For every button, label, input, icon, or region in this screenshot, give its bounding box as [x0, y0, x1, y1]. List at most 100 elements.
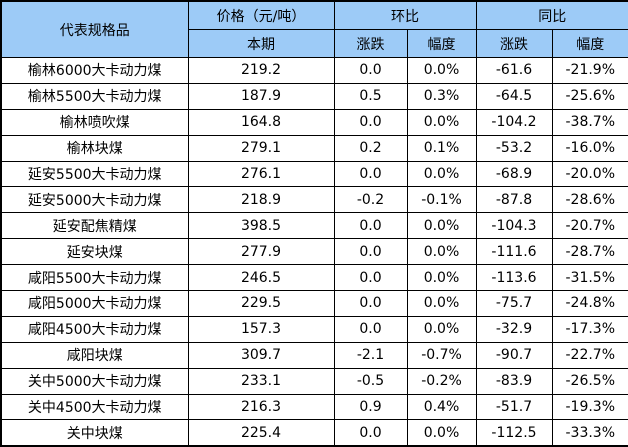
price-cell: 279.1: [187, 134, 335, 162]
mom-rate-cell: -0.1%: [406, 186, 477, 214]
mom-change-cell: 0.0: [333, 108, 408, 136]
mom-rate-cell: -0.2%: [406, 367, 477, 395]
table-row: 延安5000大卡动力煤 218.9 -0.2 -0.1% -87.8 -28.6%: [0, 186, 628, 214]
yoy-rate-cell: -20.0%: [551, 160, 628, 188]
header-sub-mom-change: 涨跌: [333, 29, 408, 58]
yoy-change-cell: -111.6: [475, 238, 553, 266]
mom-change-cell: -0.2: [333, 186, 408, 214]
mom-change-cell: 0.9: [333, 393, 408, 421]
mom-rate-cell: 0.1%: [406, 134, 477, 162]
table-row: 咸阳5500大卡动力煤 246.5 0.0 0.0% -113.6 -31.5%: [0, 264, 628, 292]
header-mom-group: 环比: [333, 0, 477, 30]
product-name-cell: 关中块煤: [0, 419, 189, 447]
yoy-change-cell: -32.9: [475, 315, 553, 343]
price-cell: 225.4: [187, 419, 335, 447]
table-row: 咸阳块煤 309.7 -2.1 -0.7% -90.7 -22.7%: [0, 341, 628, 369]
product-name-cell: 榆林6000大卡动力煤: [0, 57, 189, 84]
yoy-change-cell: -83.9: [475, 367, 553, 395]
yoy-change-cell: -104.2: [475, 108, 553, 136]
table-row: 榆林6000大卡动力煤 219.2 0.0 0.0% -61.6 -21.9%: [0, 57, 628, 84]
yoy-rate-cell: -28.6%: [551, 186, 628, 214]
mom-rate-cell: 0.4%: [406, 393, 477, 421]
mom-rate-cell: 0.0%: [406, 315, 477, 343]
product-name-cell: 关中4500大卡动力煤: [0, 393, 189, 421]
yoy-change-cell: -90.7: [475, 341, 553, 369]
product-name-cell: 榆林5500大卡动力煤: [0, 82, 189, 110]
mom-change-cell: 0.0: [333, 212, 408, 240]
mom-change-cell: 0.0: [333, 315, 408, 343]
mom-change-cell: 0.0: [333, 160, 408, 188]
yoy-change-cell: -112.5: [475, 419, 553, 447]
mom-rate-cell: 0.0%: [406, 238, 477, 266]
mom-change-cell: 0.0: [333, 238, 408, 266]
header-row-subs: 本期 涨跌 幅度 涨跌 幅度: [1, 29, 628, 58]
header-yoy-group: 同比: [475, 0, 628, 30]
mom-change-cell: 0.2: [333, 134, 408, 162]
mom-rate-cell: 0.0%: [406, 108, 477, 136]
mom-change-cell: -2.1: [333, 341, 408, 369]
yoy-change-cell: -68.9: [475, 160, 553, 188]
price-cell: 229.5: [187, 290, 335, 317]
table-row: 榆林喷吹煤 164.8 0.0 0.0% -104.2 -38.7%: [0, 108, 628, 136]
mom-rate-cell: 0.0%: [406, 57, 477, 84]
yoy-rate-cell: -17.3%: [551, 315, 628, 343]
yoy-rate-cell: -38.7%: [551, 108, 628, 136]
price-cell: 233.1: [187, 367, 335, 395]
product-name-cell: 咸阳5500大卡动力煤: [0, 264, 189, 292]
yoy-change-cell: -53.2: [475, 134, 553, 162]
table-row: 榆林5500大卡动力煤 187.9 0.5 0.3% -64.5 -25.6%: [0, 82, 628, 110]
header-sub-current: 本期: [187, 29, 335, 58]
yoy-rate-cell: -26.5%: [551, 367, 628, 395]
mom-change-cell: 0.0: [333, 57, 408, 84]
mom-rate-cell: -0.7%: [406, 341, 477, 369]
yoy-rate-cell: -16.0%: [551, 134, 628, 162]
yoy-change-cell: -113.6: [475, 264, 553, 292]
price-cell: 246.5: [187, 264, 335, 292]
price-cell: 398.5: [187, 212, 335, 240]
product-name-cell: 榆林块煤: [0, 134, 189, 162]
yoy-rate-cell: -31.5%: [551, 264, 628, 292]
table-row: 关中4500大卡动力煤 216.3 0.9 0.4% -51.7 -19.3%: [0, 393, 628, 421]
mom-rate-cell: 0.3%: [406, 82, 477, 110]
product-name-cell: 延安配焦精煤: [0, 212, 189, 240]
mom-rate-cell: 0.0%: [406, 419, 477, 447]
price-cell: 309.7: [187, 341, 335, 369]
yoy-change-cell: -87.8: [475, 186, 553, 214]
product-name-cell: 咸阳块煤: [0, 341, 189, 369]
mom-rate-cell: 0.0%: [406, 290, 477, 317]
price-cell: 218.9: [187, 186, 335, 214]
mom-change-cell: 0.0: [333, 290, 408, 317]
table-row: 延安5500大卡动力煤 276.1 0.0 0.0% -68.9 -20.0%: [0, 160, 628, 188]
yoy-change-cell: -61.6: [475, 57, 553, 84]
yoy-change-cell: -64.5: [475, 82, 553, 110]
yoy-rate-cell: -19.3%: [551, 393, 628, 421]
table-row: 关中5000大卡动力煤 233.1 -0.5 -0.2% -83.9 -26.5%: [0, 367, 628, 395]
yoy-rate-cell: -28.7%: [551, 238, 628, 266]
yoy-rate-cell: -21.9%: [551, 57, 628, 84]
header-sub-yoy-rate: 幅度: [551, 29, 628, 58]
yoy-rate-cell: -22.7%: [551, 341, 628, 369]
product-name-cell: 延安块煤: [0, 238, 189, 266]
table-row: 延安块煤 277.9 0.0 0.0% -111.6 -28.7%: [0, 238, 628, 266]
price-cell: 157.3: [187, 315, 335, 343]
table-row: 延安配焦精煤 398.5 0.0 0.0% -104.3 -20.7%: [0, 212, 628, 240]
price-cell: 277.9: [187, 238, 335, 266]
mom-change-cell: 0.0: [333, 264, 408, 292]
yoy-rate-cell: -33.3%: [551, 419, 628, 447]
product-name-cell: 关中5000大卡动力煤: [0, 367, 189, 395]
mom-rate-cell: 0.0%: [406, 160, 477, 188]
price-cell: 216.3: [187, 393, 335, 421]
mom-change-cell: 0.0: [333, 419, 408, 447]
header-product: 代表规格品: [0, 0, 189, 58]
yoy-rate-cell: -25.6%: [551, 82, 628, 110]
mom-change-cell: 0.5: [333, 82, 408, 110]
price-cell: 164.8: [187, 108, 335, 136]
header-sub-mom-rate: 幅度: [406, 29, 477, 58]
mom-rate-cell: 0.0%: [406, 264, 477, 292]
price-cell: 219.2: [187, 57, 335, 84]
product-name-cell: 延安5000大卡动力煤: [0, 186, 189, 214]
mom-rate-cell: 0.0%: [406, 212, 477, 240]
table-row: 关中块煤 225.4 0.0 0.0% -112.5 -33.3%: [0, 419, 628, 447]
